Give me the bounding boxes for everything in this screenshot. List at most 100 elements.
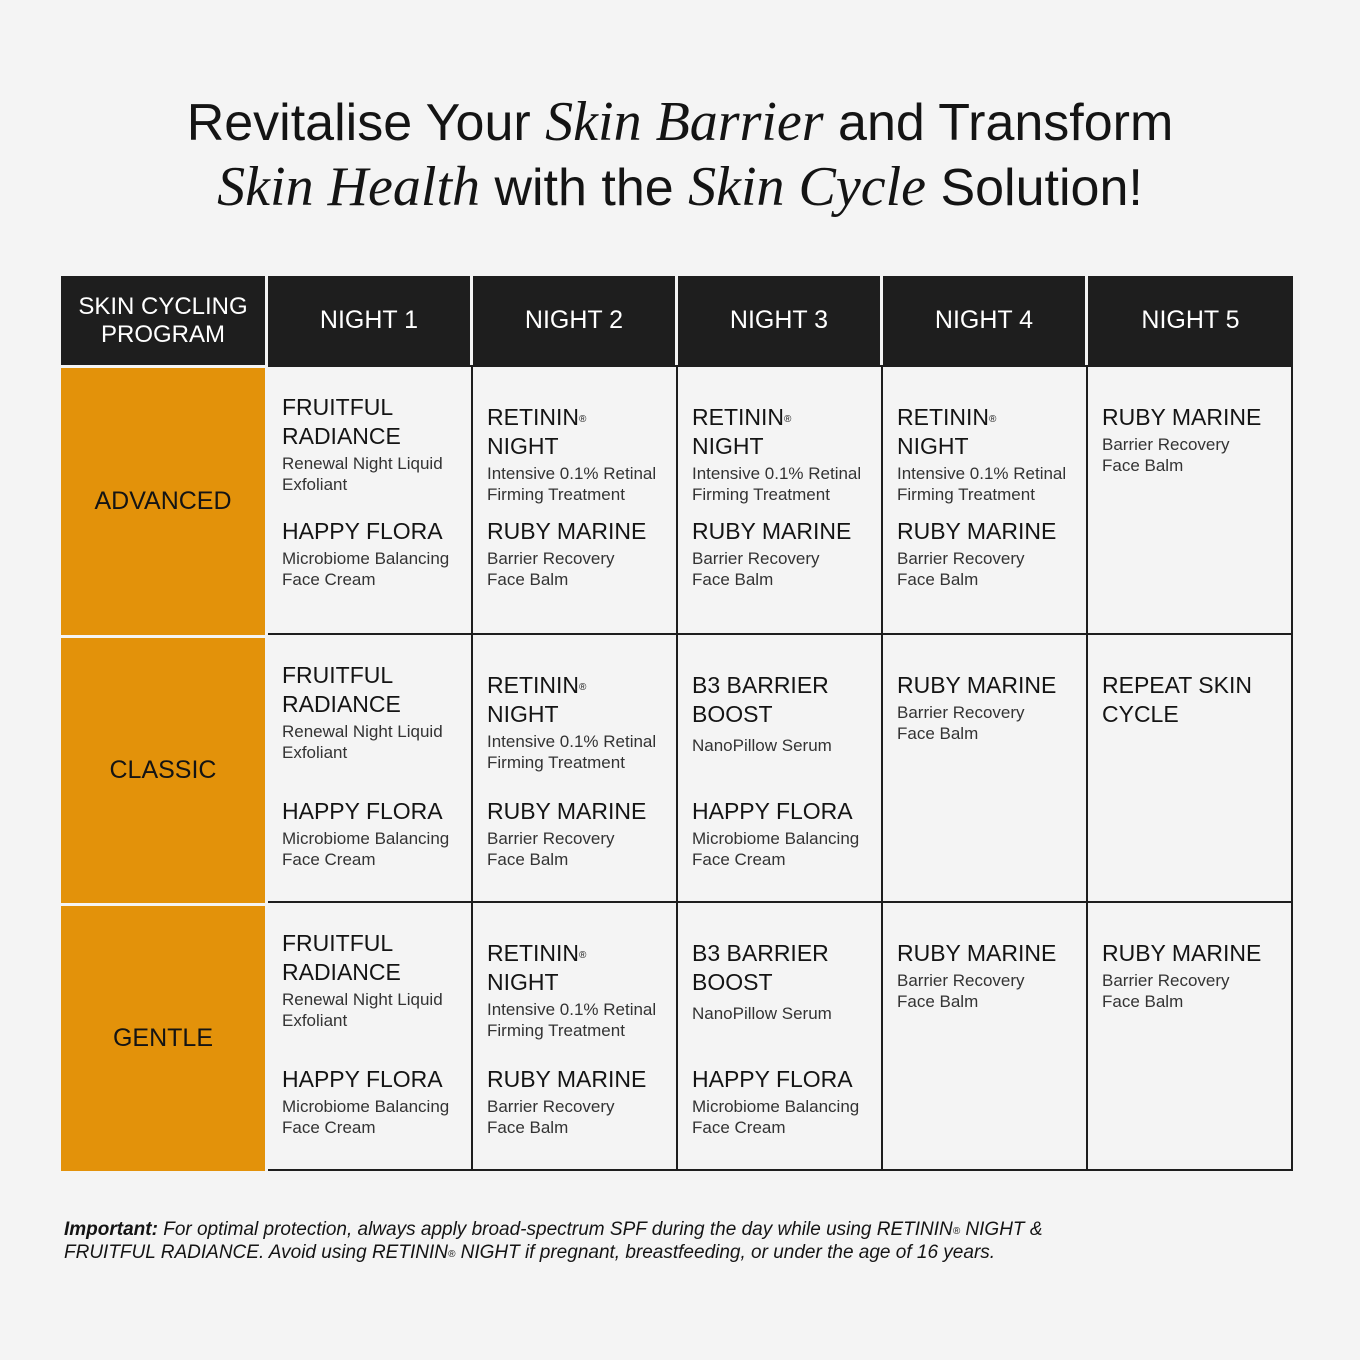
product-name: HAPPY FLORA — [282, 798, 443, 824]
header-program-line1: SKIN CYCLING — [78, 292, 248, 320]
header-night-5: NIGHT 5 — [1088, 276, 1293, 365]
product-item: RUBY MARINE Barrier Recovery Face Balm — [487, 517, 664, 590]
registered-mark: ® — [447, 1249, 456, 1260]
product-name: RUBY MARINE — [692, 518, 852, 544]
cell-advanced-night-4: RETININ® NIGHT Intensive 0.1% Retinal Fi… — [883, 365, 1088, 635]
product-name: RUBY MARINE — [897, 518, 1057, 544]
product-name: FRUITFUL RADIANCE — [282, 394, 401, 449]
product-desc: Microbiome Balancing Face Cream — [282, 829, 450, 869]
product-name: RUBY MARINE — [487, 798, 647, 824]
product-item: HAPPY FLORA Microbiome Balancing Face Cr… — [282, 797, 459, 870]
product-item: RUBY MARINE Barrier Recovery Face Balm — [897, 517, 1074, 590]
cell-classic-night-4: RUBY MARINE Barrier Recovery Face Balm — [883, 635, 1088, 903]
product-name: HAPPY FLORA — [282, 1066, 443, 1092]
product-desc: Barrier Recovery Face Balm — [487, 1097, 615, 1137]
product-item: RUBY MARINE Barrier Recovery Face Balm — [487, 1065, 664, 1138]
registered-mark: ® — [579, 682, 587, 693]
title-text: Solution! — [926, 159, 1143, 217]
product-desc: Renewal Night Liquid Exfoliant — [282, 990, 443, 1030]
program-advanced: ADVANCED — [61, 365, 268, 635]
program-classic: CLASSIC — [61, 635, 268, 903]
product-desc: Intensive 0.1% Retinal Firming Treatment — [487, 1000, 657, 1040]
product-desc: Intensive 0.1% Retinal Firming Treatment — [897, 464, 1067, 504]
product-name-part: NIGHT — [487, 701, 559, 727]
product-desc: Renewal Night Liquid Exfoliant — [282, 722, 443, 762]
product-desc: Barrier Recovery Face Balm — [487, 549, 615, 589]
product-name-part: NIGHT — [487, 433, 559, 459]
product-item: HAPPY FLORA Microbiome Balancing Face Cr… — [282, 517, 459, 590]
product-name: RUBY MARINE — [1102, 940, 1262, 966]
product-name: RETININ® NIGHT — [487, 403, 664, 461]
product-name: B3 BARRIER BOOST — [692, 672, 829, 727]
product-desc: Barrier Recovery Face Balm — [897, 703, 1025, 743]
header-program: SKIN CYCLING PROGRAM — [61, 276, 268, 365]
header-night-4: NIGHT 4 — [883, 276, 1088, 365]
note-text: NIGHT & — [960, 1219, 1043, 1240]
note-label: Important: — [64, 1219, 158, 1240]
title-emphasis: Skin Barrier — [545, 91, 824, 153]
header-night-1: NIGHT 1 — [268, 276, 473, 365]
cell-classic-night-3: B3 BARRIER BOOST NanoPillow Serum HAPPY … — [678, 635, 883, 903]
product-name: RUBY MARINE — [897, 940, 1057, 966]
cell-advanced-night-5: RUBY MARINE Barrier Recovery Face Balm — [1088, 365, 1293, 635]
title-line-1: Revitalise Your Skin Barrier and Transfo… — [0, 90, 1360, 155]
title-text: and Transform — [823, 94, 1174, 152]
product-desc: Renewal Night Liquid Exfoliant — [282, 454, 443, 494]
product-name: RETININ® NIGHT — [692, 403, 869, 461]
product-name-part: RETININ — [897, 404, 989, 430]
product-name: B3 BARRIER BOOST — [692, 940, 829, 995]
header-night-2: NIGHT 2 — [473, 276, 678, 365]
product-name-part: RETININ — [487, 940, 579, 966]
title-emphasis: Skin Health — [217, 156, 480, 218]
product-desc: Microbiome Balancing Face Cream — [282, 549, 450, 589]
product-name-part: RETININ — [487, 404, 579, 430]
important-note: Important: For optimal protection, alway… — [64, 1218, 1264, 1264]
cell-classic-night-2: RETININ® NIGHT Intensive 0.1% Retinal Fi… — [473, 635, 678, 903]
title-text: Revitalise Your — [186, 94, 546, 152]
product-item: HAPPY FLORA Microbiome Balancing Face Cr… — [692, 1065, 869, 1138]
cell-gentle-night-3: B3 BARRIER BOOST NanoPillow Serum HAPPY … — [678, 903, 883, 1171]
product-desc: Barrier Recovery Face Balm — [692, 549, 820, 589]
cell-advanced-night-1: FRUITFUL RADIANCE Renewal Night Liquid E… — [268, 365, 473, 635]
note-text: FRUITFUL RADIANCE. Avoid using RETININ — [64, 1242, 448, 1263]
product-name: RETININ® NIGHT — [897, 403, 1074, 461]
title-line-2: Skin Health with the Skin Cycle Solution… — [0, 155, 1360, 220]
product-name-part: NIGHT — [692, 433, 764, 459]
product-desc: Barrier Recovery Face Balm — [1102, 971, 1230, 1011]
product-name-part: NIGHT — [897, 433, 969, 459]
note-text: For optimal protection, always apply bro… — [157, 1219, 953, 1240]
product-item: RUBY MARINE Barrier Recovery Face Balm — [487, 797, 664, 870]
product-name: RUBY MARINE — [1102, 404, 1262, 430]
product-desc: Intensive 0.1% Retinal Firming Treatment — [487, 732, 657, 772]
registered-mark: ® — [579, 950, 587, 961]
cell-gentle-night-4: RUBY MARINE Barrier Recovery Face Balm — [883, 903, 1088, 1171]
product-desc: NanoPillow Serum — [692, 736, 832, 755]
product-name: RETININ® NIGHT — [487, 671, 664, 729]
product-name-part: RETININ — [692, 404, 784, 430]
skin-cycling-table: SKIN CYCLING PROGRAM NIGHT 1 NIGHT 2 NIGH… — [61, 276, 1296, 1174]
product-desc: Microbiome Balancing Face Cream — [692, 1097, 860, 1137]
cell-gentle-night-5: RUBY MARINE Barrier Recovery Face Balm — [1088, 903, 1293, 1171]
product-name: HAPPY FLORA — [692, 798, 853, 824]
product-name-part: NIGHT — [487, 969, 559, 995]
product-name: HAPPY FLORA — [282, 518, 443, 544]
product-name: HAPPY FLORA — [692, 1066, 853, 1092]
registered-mark: ® — [784, 414, 792, 425]
product-name: RUBY MARINE — [487, 518, 647, 544]
note-text: NIGHT if pregnant, breastfeeding, or und… — [455, 1242, 996, 1263]
product-desc: Barrier Recovery Face Balm — [1102, 435, 1230, 475]
product-name: RETININ® NIGHT — [487, 939, 664, 997]
registered-mark: ® — [952, 1226, 961, 1237]
product-name: RUBY MARINE — [487, 1066, 647, 1092]
product-desc: Microbiome Balancing Face Cream — [282, 1097, 450, 1137]
product-item: RUBY MARINE Barrier Recovery Face Balm — [692, 517, 869, 590]
product-desc: Intensive 0.1% Retinal Firming Treatment — [487, 464, 657, 504]
cell-advanced-night-3: RETININ® NIGHT Intensive 0.1% Retinal Fi… — [678, 365, 883, 635]
registered-mark: ® — [579, 414, 587, 425]
product-item: HAPPY FLORA Microbiome Balancing Face Cr… — [692, 797, 869, 870]
cell-classic-night-1: FRUITFUL RADIANCE Renewal Night Liquid E… — [268, 635, 473, 903]
product-desc: NanoPillow Serum — [692, 1004, 832, 1023]
cell-classic-night-5: REPEAT SKIN CYCLE — [1088, 635, 1293, 903]
product-desc: Intensive 0.1% Retinal Firming Treatment — [692, 464, 862, 504]
product-desc: Barrier Recovery Face Balm — [487, 829, 615, 869]
